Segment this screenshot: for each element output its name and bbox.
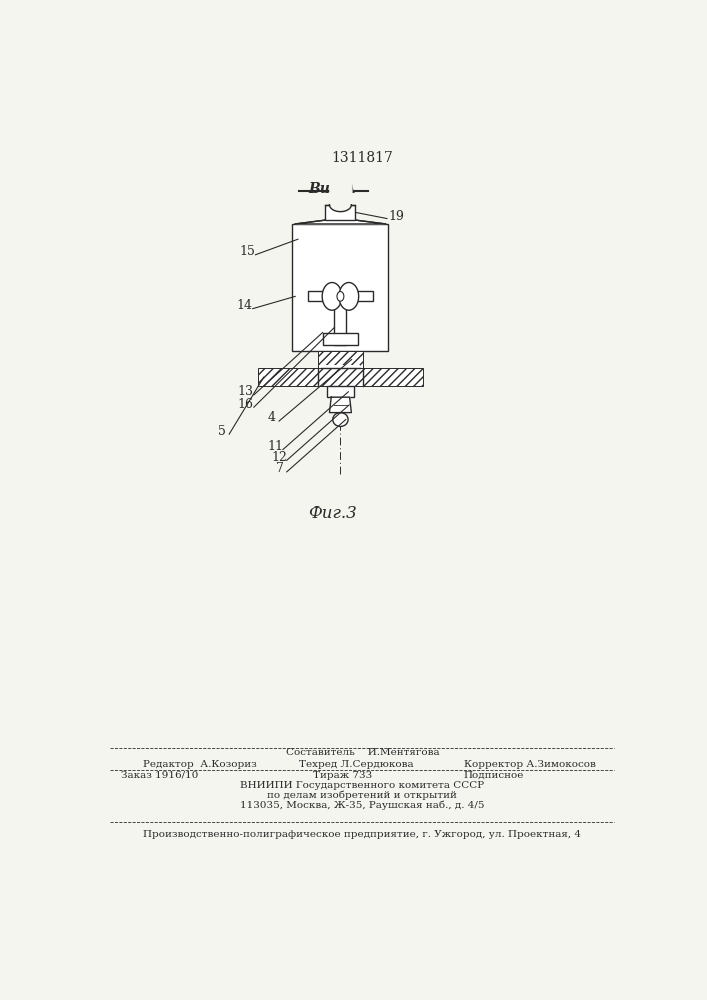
Ellipse shape <box>333 413 348 426</box>
Text: 7: 7 <box>276 462 284 475</box>
Bar <box>258 368 423 386</box>
Text: 4: 4 <box>268 411 276 424</box>
Text: 19: 19 <box>388 210 404 223</box>
Text: 12: 12 <box>271 451 288 464</box>
Text: Техред Л.Сердюкова: Техред Л.Сердюкова <box>299 760 414 769</box>
Text: 14: 14 <box>237 299 252 312</box>
Text: Тираж 733: Тираж 733 <box>313 771 373 780</box>
Bar <box>327 386 354 397</box>
Circle shape <box>322 283 342 310</box>
Text: 11: 11 <box>268 440 284 453</box>
Bar <box>318 351 363 368</box>
Text: 5: 5 <box>218 425 226 438</box>
Text: 13: 13 <box>238 385 254 398</box>
Text: по делам изобретений и открытий: по делам изобретений и открытий <box>267 791 457 800</box>
Text: Заказ 1916/10: Заказ 1916/10 <box>122 771 199 780</box>
Polygon shape <box>296 220 385 224</box>
Text: Вид А: Вид А <box>308 182 356 196</box>
Text: Составитель    И.Ментягова: Составитель И.Ментягова <box>286 748 439 757</box>
Text: Редактор  А.Козориз: Редактор А.Козориз <box>144 760 257 769</box>
Text: 1311817: 1311817 <box>332 151 393 165</box>
Circle shape <box>339 283 358 310</box>
Bar <box>308 291 373 301</box>
Bar <box>293 224 388 351</box>
Bar <box>321 365 360 369</box>
Circle shape <box>337 292 344 301</box>
Text: 113035, Москва, Ж-35, Раушская наб., д. 4/5: 113035, Москва, Ж-35, Раушская наб., д. … <box>240 801 484 810</box>
Text: 16: 16 <box>238 398 254 411</box>
Text: ВНИИПИ Государственного комитета СССР: ВНИИПИ Государственного комитета СССР <box>240 781 484 790</box>
Text: Корректор А.Зимокосов: Корректор А.Зимокосов <box>464 760 595 769</box>
Text: 15: 15 <box>240 245 255 258</box>
Bar <box>322 333 358 345</box>
Text: Подписное: Подписное <box>464 771 524 780</box>
Bar <box>325 205 356 220</box>
Polygon shape <box>329 397 351 413</box>
Text: Фиг.3: Фиг.3 <box>308 505 356 522</box>
Text: Производственно-полиграфическое предприятие, г. Ужгород, ул. Проектная, 4: Производственно-полиграфическое предприя… <box>144 830 581 839</box>
Bar <box>334 301 346 345</box>
